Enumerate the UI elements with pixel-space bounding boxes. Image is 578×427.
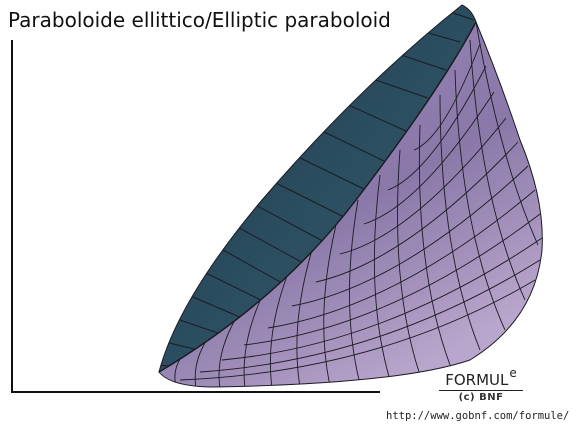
brand-superscript: e <box>509 366 517 380</box>
brand-logo: FORMULe (c) BNF <box>439 366 523 403</box>
brand-name: FORMULe <box>439 366 523 391</box>
brand-copyright: (c) BNF <box>458 392 504 403</box>
source-url: http://www.gobnf.com/formule/ <box>386 410 570 422</box>
paraboloid-rim <box>158 21 477 373</box>
figure-title: Paraboloide ellittico/Elliptic paraboloi… <box>8 8 391 32</box>
outer-mesh-meridians <box>174 22 539 387</box>
brand-name-text: FORMUL <box>445 371 509 389</box>
outer-mesh-rings <box>179 43 543 381</box>
